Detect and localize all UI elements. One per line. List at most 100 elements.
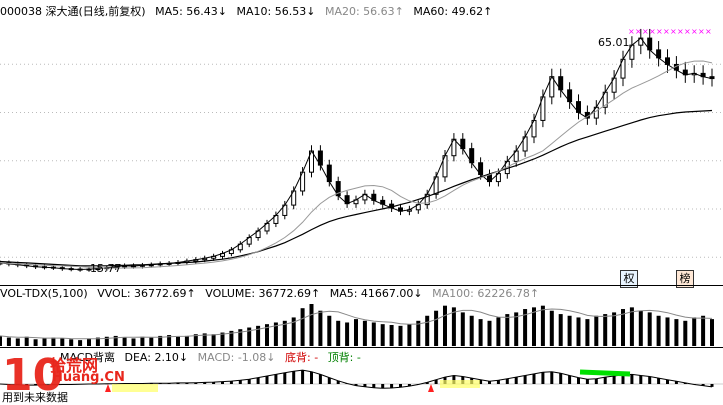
- volume-bar: [149, 337, 154, 346]
- macd-bar: [514, 377, 518, 384]
- volume-bar: [95, 337, 100, 346]
- volume-bar: [460, 312, 465, 346]
- watermark-domain: Huang.CN: [52, 370, 125, 385]
- rights-badge-icon[interactable]: 权: [620, 270, 638, 288]
- volume-bar: [167, 335, 172, 346]
- macd-bar: [585, 379, 589, 384]
- volume-bar: [131, 338, 136, 346]
- volume-bar: [665, 317, 670, 346]
- volume-bar: [692, 317, 697, 346]
- price-header: 000038 深大通(日线,前复权) MA5: 56.43↓ MA10: 56.…: [0, 3, 498, 18]
- volume-bar: [291, 317, 296, 346]
- volume-bar: [478, 319, 483, 346]
- volume-bar: [629, 307, 634, 346]
- macd-bar: [532, 373, 536, 384]
- volume-bar: [407, 324, 412, 346]
- buy-arrow-icon: [105, 384, 111, 392]
- macd-bar: [256, 377, 260, 384]
- volume-bar: [603, 314, 608, 346]
- volume-bar: [42, 338, 47, 346]
- volume-bar: [282, 320, 287, 346]
- watermark-logo-number: 10: [2, 350, 64, 401]
- signal-marker: ×: [698, 27, 705, 36]
- ma10-value: MA10: 56.53↓: [236, 5, 316, 18]
- macd-bar: [488, 381, 491, 384]
- volume-bar: [193, 334, 198, 346]
- volume-bar: [0, 335, 2, 346]
- macd-bar: [327, 377, 331, 384]
- volume-bar: [505, 314, 510, 346]
- buy-arrow-icon: [428, 384, 434, 392]
- macd-bar: [318, 374, 322, 384]
- macd-bar: [194, 382, 198, 384]
- volume-chart[interactable]: [0, 300, 723, 346]
- volume-bar: [523, 309, 528, 346]
- yellow-highlight: [440, 380, 480, 388]
- volume-bar: [6, 337, 11, 346]
- macd-bar: [274, 374, 278, 384]
- volume-bar: [318, 310, 323, 346]
- volume-bar: [549, 310, 554, 346]
- macd-chart[interactable]: [0, 362, 723, 400]
- volume-bar: [380, 324, 385, 346]
- macd-bar: [372, 384, 376, 388]
- volume-bar: [69, 339, 74, 346]
- volume-bar: [638, 310, 643, 346]
- macd-bar: [203, 382, 207, 384]
- volume-bar: [389, 325, 394, 346]
- macd-bar: [238, 380, 242, 384]
- macd-bar: [336, 380, 340, 384]
- volume-bar: [176, 336, 180, 346]
- macd-header: MACD背离 DEA: 2.10↓ MACD: -1.08↓ 底背: - 顶背:…: [60, 349, 367, 364]
- high-price-label: 65.01: [598, 36, 630, 49]
- signal-marker: ×: [628, 27, 635, 36]
- macd-bar: [550, 371, 554, 384]
- volume-bar: [256, 325, 261, 346]
- macd-bar: [523, 375, 527, 384]
- vvol-value: VVOL: 36772.69↑: [97, 287, 196, 300]
- signal-marker: ×: [691, 27, 698, 36]
- volume-bar: [309, 304, 314, 346]
- volume-bar: [621, 309, 625, 346]
- volume-bar: [51, 337, 56, 346]
- macd-bar: [479, 379, 483, 384]
- volume-bar: [15, 338, 20, 346]
- ma60-line: [0, 109, 713, 267]
- signal-marker: ×: [705, 27, 712, 36]
- macd-bar: [399, 384, 402, 388]
- price-chart[interactable]: × × × × × × × × × × × × 65.01 15.77: [0, 16, 723, 284]
- macd-bar: [452, 375, 456, 384]
- volume-bar: [202, 333, 207, 346]
- volume-bar: [354, 319, 358, 346]
- macd-bar: [710, 384, 714, 387]
- future-data-note: 用到未来数据: [2, 391, 68, 404]
- volume-bar: [345, 322, 350, 346]
- macd-bar: [247, 379, 251, 384]
- macd-bar: [354, 384, 358, 386]
- rank-badge-icon[interactable]: 榜: [676, 270, 694, 288]
- divider: [0, 285, 723, 286]
- volume-bar: [532, 307, 536, 346]
- macd-bar: [310, 371, 313, 384]
- macd-bar: [434, 379, 438, 384]
- macd-bar: [639, 375, 643, 384]
- volume-bar: [647, 312, 652, 346]
- volume-bar: [443, 305, 447, 346]
- vol-indicator-name: VOL-TDX(5,100): [0, 287, 88, 300]
- volume-bar: [220, 332, 225, 346]
- volume-bar: [238, 329, 243, 346]
- macd-bar: [674, 381, 678, 384]
- stock-title: 000038 深大通(日线,前复权): [0, 5, 146, 18]
- volume-bar: [60, 338, 65, 346]
- volume-bar: [540, 305, 545, 346]
- volume-bar: [674, 319, 679, 346]
- macd-bar: [594, 378, 598, 384]
- volume-bar: [265, 324, 269, 346]
- macd-line: [0, 369, 713, 389]
- volume-bar: [576, 317, 581, 346]
- volume-bar: [327, 315, 332, 346]
- macd-bar: [185, 382, 189, 384]
- volume-bar: [247, 327, 252, 346]
- ma20-value: MA20: 56.63↑: [324, 5, 404, 18]
- macd-bar: [666, 379, 669, 384]
